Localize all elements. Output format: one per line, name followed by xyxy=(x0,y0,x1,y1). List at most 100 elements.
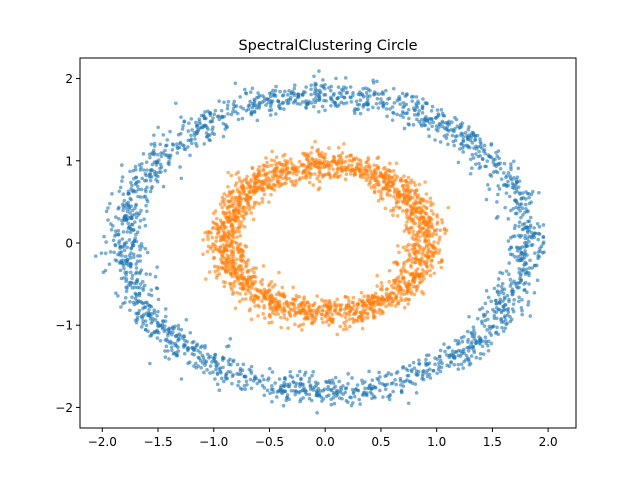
data-point xyxy=(138,218,143,223)
data-point xyxy=(484,288,489,293)
data-point xyxy=(355,102,360,107)
data-point xyxy=(373,315,377,320)
data-point xyxy=(387,397,392,402)
data-point xyxy=(169,345,174,349)
data-point xyxy=(174,350,178,355)
data-point xyxy=(484,341,488,346)
data-point xyxy=(333,309,337,313)
data-point xyxy=(503,318,508,322)
data-point xyxy=(124,213,129,218)
data-point xyxy=(483,335,488,340)
data-point xyxy=(236,215,240,220)
data-point xyxy=(391,169,396,173)
data-point xyxy=(260,299,264,303)
data-point xyxy=(243,297,248,301)
data-point xyxy=(437,251,441,255)
x-tick-label: 1.5 xyxy=(483,435,502,449)
data-point xyxy=(281,93,286,97)
data-point xyxy=(294,172,299,177)
data-point xyxy=(229,173,234,178)
data-point xyxy=(507,261,512,265)
data-point xyxy=(318,152,322,157)
data-point xyxy=(256,91,260,95)
data-point xyxy=(282,312,287,317)
data-point xyxy=(245,277,249,282)
data-point xyxy=(340,151,345,155)
data-point xyxy=(486,348,491,353)
data-point xyxy=(135,184,140,189)
data-point xyxy=(416,101,421,106)
data-point xyxy=(415,195,420,200)
data-point xyxy=(391,389,395,394)
data-point xyxy=(461,366,466,370)
data-point xyxy=(227,190,232,194)
data-point xyxy=(230,381,234,386)
data-point xyxy=(108,201,112,206)
data-point xyxy=(268,294,273,299)
data-point xyxy=(407,116,411,121)
data-point xyxy=(263,172,268,176)
data-point xyxy=(230,256,234,261)
data-point xyxy=(424,262,429,267)
data-point xyxy=(269,305,273,310)
data-point xyxy=(428,268,432,273)
data-point xyxy=(496,192,500,197)
data-point xyxy=(288,301,292,305)
data-point xyxy=(487,187,492,192)
data-point xyxy=(212,264,217,269)
data-point xyxy=(435,227,439,232)
data-point xyxy=(251,297,256,302)
data-point xyxy=(480,157,485,161)
data-point xyxy=(301,89,306,94)
data-point xyxy=(189,117,194,121)
data-point xyxy=(411,123,416,127)
data-point xyxy=(133,167,138,172)
data-point xyxy=(178,165,182,169)
data-point xyxy=(453,115,457,120)
data-point xyxy=(311,183,316,187)
data-point xyxy=(253,304,257,308)
data-point xyxy=(527,195,531,200)
data-point xyxy=(537,224,542,229)
data-point xyxy=(298,102,302,106)
data-point xyxy=(168,153,173,158)
data-point xyxy=(138,259,143,263)
data-point xyxy=(350,376,354,380)
data-point xyxy=(324,394,329,399)
data-point xyxy=(336,145,341,150)
data-point xyxy=(491,160,496,164)
data-point xyxy=(440,220,445,225)
data-point xyxy=(348,85,353,89)
data-point xyxy=(406,284,411,289)
data-point xyxy=(468,157,473,162)
data-point xyxy=(334,390,339,395)
data-point xyxy=(429,217,434,221)
data-point xyxy=(333,375,338,380)
data-point xyxy=(237,176,241,180)
data-point xyxy=(261,167,265,171)
data-point xyxy=(322,173,327,177)
data-point xyxy=(447,364,452,369)
data-point xyxy=(461,347,466,352)
data-point xyxy=(300,328,304,332)
data-point xyxy=(425,228,429,232)
y-tick-label: 1 xyxy=(65,154,73,168)
data-point xyxy=(417,358,421,362)
data-point xyxy=(489,299,494,304)
data-point xyxy=(421,259,425,264)
data-point xyxy=(382,165,387,170)
data-point xyxy=(450,133,455,138)
data-point xyxy=(351,168,355,173)
data-point xyxy=(225,103,230,108)
data-point xyxy=(235,245,240,249)
data-point xyxy=(239,372,243,376)
data-point xyxy=(397,250,401,255)
data-point xyxy=(211,125,215,129)
data-point xyxy=(238,286,243,290)
data-point xyxy=(354,99,359,104)
data-point xyxy=(505,321,510,326)
data-point xyxy=(298,176,302,180)
data-point xyxy=(152,144,157,148)
data-point xyxy=(317,91,321,96)
data-point xyxy=(424,205,428,210)
